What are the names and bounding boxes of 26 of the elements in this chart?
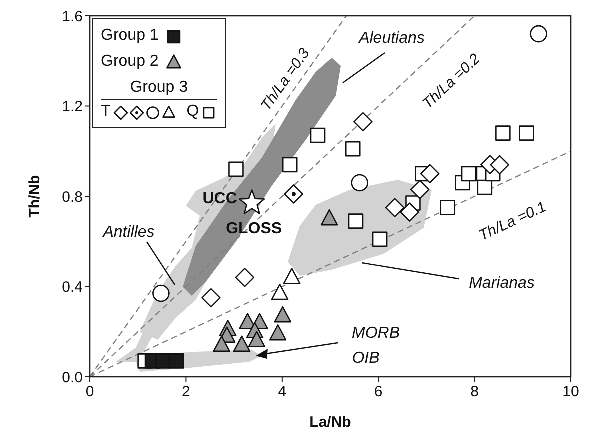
- legend-title: Group 3: [101, 79, 218, 100]
- legend-label: Q: [186, 103, 200, 121]
- x-tick-label: 2: [182, 384, 190, 401]
- y-tick-label: 1.6: [62, 8, 83, 26]
- annotation: MORB: [352, 325, 400, 342]
- annotation: Marianas: [469, 275, 535, 292]
- annotation: Aleutians: [358, 30, 425, 48]
- annotation: UCC: [202, 190, 238, 208]
- annotation: OIB: [352, 350, 380, 368]
- annotation: GLOSS: [226, 220, 282, 238]
- legend-label: Group 2: [101, 53, 159, 71]
- x-tick-label: 0: [86, 384, 94, 401]
- legend-label: T: [101, 103, 111, 121]
- x-tick-label: 8: [470, 384, 479, 401]
- x-tick-label: 4: [278, 384, 287, 401]
- y-tick-label: 1.2: [62, 98, 83, 116]
- y-tick-label: 0.0: [62, 369, 83, 386]
- y-tick-label: 0.8: [62, 188, 83, 206]
- annotation: Antilles: [102, 224, 155, 242]
- text: Th/La =0.1: [476, 198, 550, 245]
- x-tick-label: 10: [562, 384, 580, 401]
- legend-label: Group 1: [101, 27, 159, 45]
- y-axis-title: Th/Nb: [26, 175, 44, 218]
- y-tick-label: 0.4: [62, 279, 83, 296]
- x-tick-label: 6: [374, 384, 383, 401]
- x-axis-title: La/Nb: [310, 414, 352, 431]
